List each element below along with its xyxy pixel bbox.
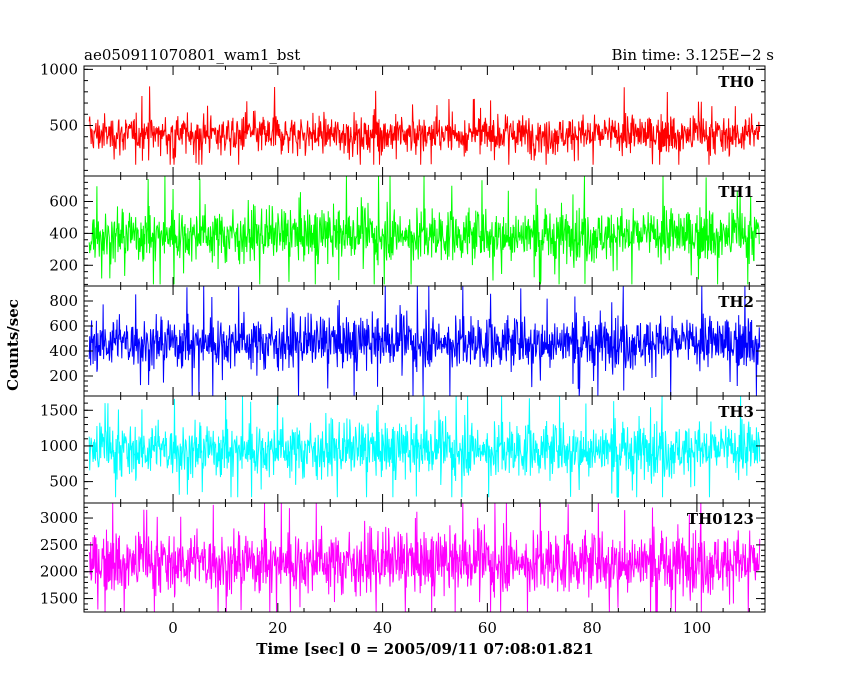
- panel-frame: [83, 502, 766, 613]
- chart-title: ae050911070801_wam1_bst: [84, 46, 300, 64]
- panel-th3: 500 1000 1500 TH3: [40, 395, 766, 504]
- y-tick-label: 400: [49, 224, 78, 242]
- series-th2-line: [88, 286, 761, 396]
- y-tick-label: 2500: [40, 536, 78, 554]
- panel-label-th2: TH2: [718, 293, 754, 311]
- y-tick-label: 200: [49, 256, 78, 274]
- panel-label-th3: TH3: [718, 403, 754, 421]
- x-tick-label: 0: [168, 619, 178, 637]
- y-tick-label: 500: [49, 473, 78, 491]
- y-tick-label: 800: [49, 292, 78, 310]
- x-axis-title: Time [sec] 0 = 2005/09/11 07:08:01.821: [256, 640, 593, 658]
- x-tick-label: 60: [478, 619, 497, 637]
- x-tick-label: 20: [268, 619, 287, 637]
- y-tick-label: 3000: [40, 509, 78, 527]
- panel-th0123: 1500 2000 2500 3000 TH0123: [40, 502, 766, 613]
- x-axis: 0 20 40 60 80 100: [168, 619, 711, 637]
- series-th3-line: [88, 396, 761, 499]
- panel-th0: 500 1000 TH0: [40, 60, 766, 177]
- panels-group: 500 1000 TH0 200 400 600 TH1 200 400 600 800 TH2 500…: [40, 60, 766, 613]
- series-th0-line: [88, 86, 761, 165]
- y-tick-label: 500: [49, 116, 78, 134]
- y-tick-label: 200: [49, 367, 78, 385]
- series-th0123-line: [88, 503, 761, 612]
- y-tick-label: 600: [49, 317, 78, 335]
- y-tick-label: 2000: [40, 563, 78, 581]
- y-tick-label: 1500: [40, 590, 78, 608]
- y-axis-title: Counts/sec: [4, 299, 22, 391]
- chart-subtitle-bin-time: Bin time: 3.125E−2 s: [612, 46, 774, 64]
- series-th1-line: [88, 176, 761, 285]
- panel-label-th1: TH1: [718, 183, 754, 201]
- panel-th2: 200 400 600 800 TH2: [49, 285, 766, 397]
- y-tick-label: 1000: [40, 60, 78, 78]
- y-tick-label: 400: [49, 342, 78, 360]
- x-tick-label: 100: [683, 619, 712, 637]
- panel-label-th0123: TH0123: [687, 510, 754, 528]
- y-tick-label: 1500: [40, 401, 78, 419]
- panel-th1: 200 400 600 TH1: [49, 175, 766, 287]
- x-tick-label: 40: [373, 619, 392, 637]
- panel-label-th0: TH0: [718, 73, 754, 91]
- y-tick-label: 1000: [40, 437, 78, 455]
- y-tick-label: 600: [49, 193, 78, 211]
- x-tick-label: 80: [583, 619, 602, 637]
